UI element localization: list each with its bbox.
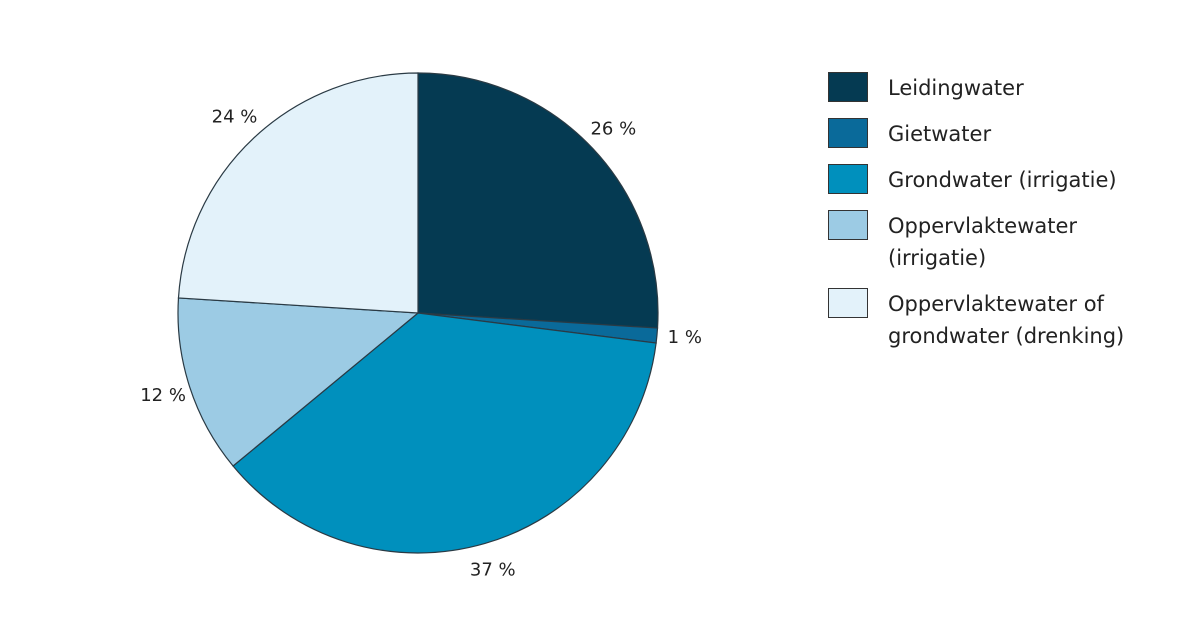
- legend-item: Oppervlaktewater of grondwater (drenking…: [828, 288, 1158, 352]
- legend: Leidingwater Gietwater Grondwater (irrigat…: [828, 72, 1158, 366]
- pie-slice: [417, 72, 659, 329]
- data-label: 24 %: [212, 107, 258, 128]
- legend-swatch: [828, 288, 868, 318]
- pie-slice: [177, 72, 419, 314]
- legend-label: Leidingwater: [888, 76, 1024, 100]
- legend-label: Oppervlaktewater of grondwater (drenking…: [888, 292, 1125, 348]
- data-label: 1 %: [668, 327, 702, 348]
- legend-label: Gietwater: [888, 122, 992, 146]
- data-label: 12 %: [140, 385, 186, 406]
- legend-item: Leidingwater: [828, 72, 1158, 104]
- legend-swatch: [828, 164, 868, 194]
- data-label: 26 %: [590, 119, 636, 140]
- legend-item: Grondwater (irrigatie): [828, 164, 1158, 196]
- legend-swatch: [828, 210, 868, 240]
- legend-label: Oppervlaktewater (irrigatie): [888, 214, 1078, 270]
- data-label: 37 %: [470, 559, 516, 580]
- pie-slice: [232, 312, 657, 554]
- legend-item: Oppervlaktewater (irrigatie): [828, 210, 1158, 274]
- legend-swatch: [828, 72, 868, 102]
- legend-swatch: [828, 118, 868, 148]
- pie-slice: [177, 297, 420, 467]
- legend-label: Grondwater (irrigatie): [888, 168, 1117, 192]
- legend-item: Gietwater: [828, 118, 1158, 150]
